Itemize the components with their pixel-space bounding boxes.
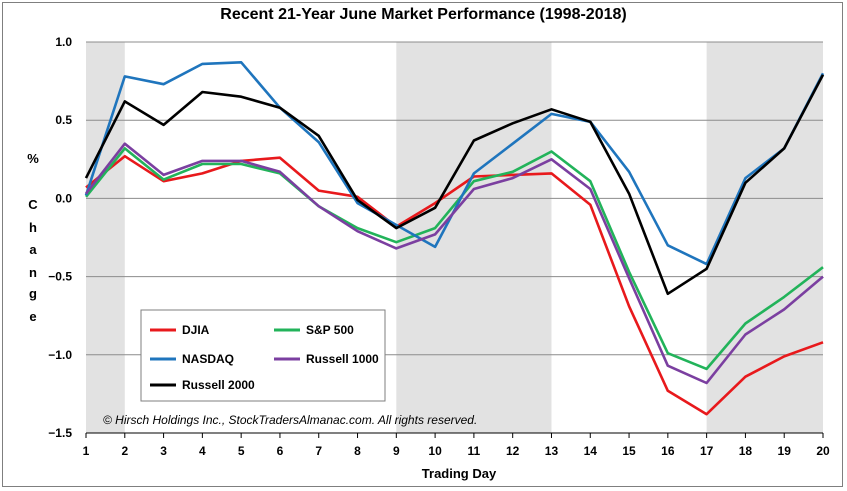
- y-tick-label: −1.5: [48, 426, 72, 440]
- legend-label: NASDAQ: [182, 352, 234, 366]
- axes: 1.00.50.0−0.5−1.0−1.51 2 3 4 5 6 7 8 9 10 11 12 13 14…: [27, 35, 830, 458]
- x-tick-label: 20: [816, 444, 830, 458]
- series-line-russell-2000: [84, 74, 825, 296]
- y-tick-label: 1.0: [55, 35, 72, 49]
- series-line-djia: [85, 154, 824, 416]
- shaded-range-2: [396, 42, 552, 433]
- x-tick-label: 10: [428, 444, 442, 458]
- x-tick-label: 7: [315, 444, 322, 458]
- y-axis-label-char: e: [29, 309, 36, 324]
- y-tick-label: −1.0: [48, 348, 72, 362]
- x-tick-label: 16: [661, 444, 675, 458]
- legend-label: Russell 1000: [306, 352, 379, 366]
- series-line-s-p-500: [84, 147, 824, 371]
- shaded-range-3: [706, 42, 823, 433]
- x-tick-label: 9: [393, 444, 400, 458]
- x-tick-label: 4: [199, 444, 206, 458]
- chart-title: Recent 21-Year June Market Performance (…: [220, 6, 627, 23]
- x-tick-label: 19: [778, 444, 792, 458]
- x-tick-label: 15: [622, 444, 636, 458]
- legend-label: S&P 500: [306, 323, 354, 337]
- x-tick-label: 2: [121, 444, 128, 458]
- x-tick-label: 8: [354, 444, 361, 458]
- copyright-note: © Hirsch Holdings Inc., StockTradersAlma…: [103, 413, 477, 427]
- y-axis-label-char: %: [27, 151, 39, 166]
- y-axis-label-char: n: [29, 265, 37, 280]
- x-tick-label: 6: [277, 444, 284, 458]
- x-tick-label: 11: [468, 444, 481, 458]
- shaded-range-1: [86, 42, 125, 433]
- legend-box: [140, 309, 386, 402]
- x-tick-label: 18: [739, 444, 753, 458]
- y-axis-label-char: a: [29, 242, 37, 257]
- series-lines: [84, 60, 825, 416]
- legend-label: Russell 2000: [182, 378, 255, 392]
- x-tick-label: 5: [238, 444, 245, 458]
- y-tick-label: 0.5: [55, 113, 72, 127]
- x-tick-label: 17: [700, 444, 714, 458]
- x-tick-label: 12: [506, 444, 520, 458]
- shaded-ranges: [86, 42, 823, 433]
- x-tick-label: 14: [584, 444, 598, 458]
- legend-label: DJIA: [182, 323, 210, 337]
- y-axis-label-char: h: [29, 220, 37, 235]
- x-tick-label: 3: [160, 444, 167, 458]
- x-axis-label: Trading Day: [422, 466, 497, 481]
- y-tick-label: 0.0: [55, 191, 72, 205]
- y-axis-label-char: C: [28, 197, 38, 212]
- y-axis-label-char: g: [29, 286, 37, 301]
- legend: DJIA S&P 500 NASDAQ Russell 1000 Russell 200…: [140, 309, 386, 402]
- y-tick-label: −0.5: [48, 270, 72, 284]
- series-line-russell-1000: [84, 142, 824, 385]
- x-tick-label: 13: [545, 444, 559, 458]
- x-tick-label: 1: [83, 444, 90, 458]
